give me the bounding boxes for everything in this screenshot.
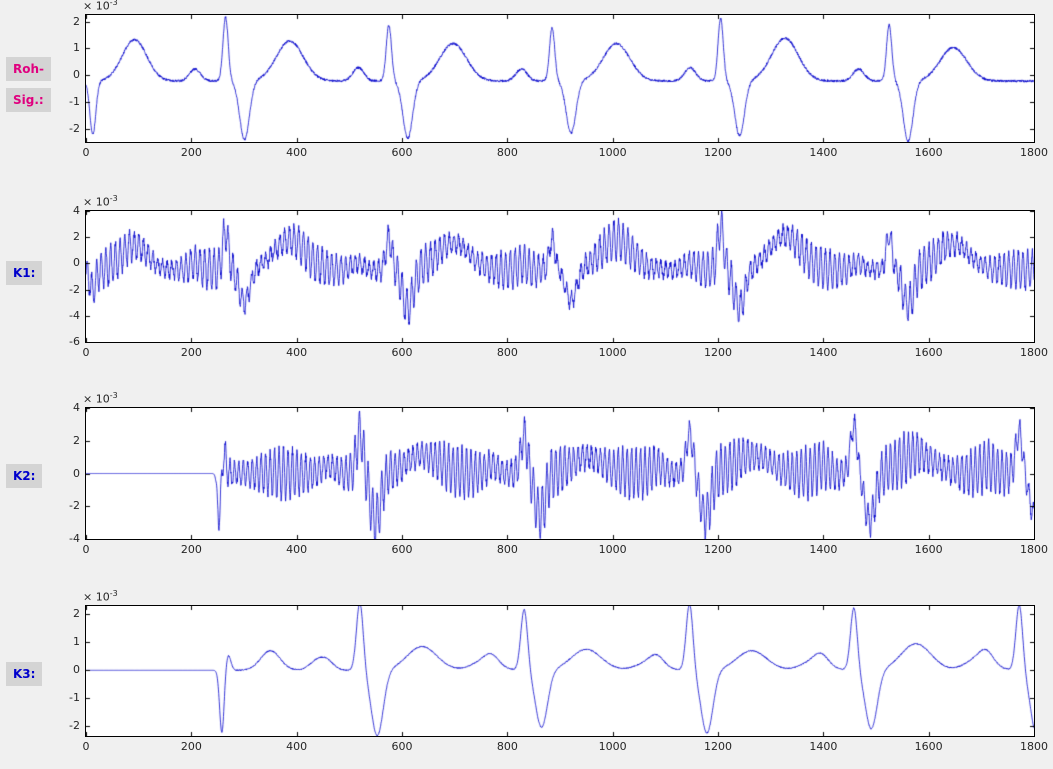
y-tick-label: -2 [69,719,80,733]
y-tick-label: 0 [73,663,80,677]
y-exponent-label: × 10-3 [83,194,118,209]
x-tick-label: 0 [82,146,90,159]
y-tick-label: -1 [69,691,80,705]
x-tick-label: 800 [496,740,518,753]
plot-canvas-k1 [86,211,1034,342]
axes-k3: × 10-3 0 200 400 600 800 1000 1200 1400 1600 1800… [69,589,1048,753]
x-tick-label: 1000 [598,146,627,159]
x-tick-label: 800 [496,346,518,359]
y-tick-label: -6 [69,335,80,348]
x-tick-label: 1800 [1020,543,1048,556]
y-tick-label: -4 [69,532,80,545]
x-tick-label: 600 [391,346,413,359]
label-k2: K2: [6,464,43,488]
x-tick-label: 1400 [809,740,838,753]
x-tick-label: 400 [286,543,308,556]
x-tick-label: 1000 [598,346,627,359]
label-k1: K1: [6,261,43,285]
y-tick-label: 2 [73,433,80,447]
x-tick-label: 600 [391,146,413,159]
y-exponent-power: -3 [109,0,118,7]
x-tick-label: 1000 [598,543,627,556]
y-exponent-mantissa: × 10 [83,392,110,406]
x-tick-label: 800 [496,543,518,556]
x-tick-label: 1600 [914,146,943,159]
y-tick-label: 1 [73,41,80,55]
x-tick-label: 0 [82,740,90,753]
x-tick-label: 1800 [1020,740,1048,753]
x-tick-label: 1200 [704,146,732,159]
x-tick-label: 400 [286,146,308,159]
y-tick-label: 1 [73,635,80,649]
x-tick-label: 1600 [914,346,943,359]
y-exponent-mantissa: × 10 [83,590,110,604]
plot-canvas-k3 [86,606,1034,736]
y-tick-label: 4 [73,204,80,217]
x-tick-label: 200 [180,346,202,359]
x-tick-label: 600 [391,740,413,753]
y-exponent-power: -3 [109,589,118,598]
y-exponent-power: -3 [109,391,118,400]
y-tick-label: 0 [73,256,80,270]
y-exponent-label: × 10-3 [83,0,118,13]
y-tick-label: 0 [73,68,80,82]
x-tick-label: 1400 [809,146,838,159]
x-tick-label: 200 [180,543,202,556]
y-tick-label: -2 [69,121,80,135]
label-sig: Sig.: [6,88,52,112]
x-tick-label: 400 [286,346,308,359]
x-tick-label: 1200 [704,740,732,753]
y-tick-label: 2 [73,607,80,621]
x-tick-label: 1000 [598,740,627,753]
x-tick-label: 1800 [1020,346,1048,359]
y-tick-label: 2 [73,14,80,28]
x-tick-label: 200 [180,740,202,753]
y-tick-label: -2 [69,499,80,513]
y-tick-label: -1 [69,94,80,108]
x-tick-label: 1600 [914,543,943,556]
x-tick-label: 1200 [704,543,732,556]
x-tick-label: 800 [496,146,518,159]
x-tick-label: 1400 [809,543,838,556]
y-exponent-mantissa: × 10 [83,195,110,209]
x-tick-label: 1200 [704,346,732,359]
y-tick-label: -4 [69,308,80,322]
label-roh: Roh- [6,57,52,81]
axes-k1: × 10-3 0 200 400 600 800 1000 1200 1400 1600 1800… [69,194,1048,359]
y-exponent-power: -3 [109,194,118,203]
label-roh-sig: Roh- Sig.: [6,57,52,112]
plot-canvas-roh-sig [86,15,1034,142]
label-k3: K3: [6,662,43,686]
x-tick-label: 1800 [1020,146,1048,159]
x-tick-label: 400 [286,740,308,753]
plot-canvas-k2 [86,408,1034,539]
axes-k2: × 10-3 0 200 400 600 800 1000 1200 1400 1600 1800… [69,391,1048,556]
y-tick-label: 2 [73,230,80,244]
x-tick-label: 600 [391,543,413,556]
x-tick-label: 0 [82,346,90,359]
y-tick-label: 0 [73,466,80,480]
x-tick-label: 0 [82,543,90,556]
x-tick-label: 1600 [914,740,943,753]
x-tick-label: 1400 [809,346,838,359]
y-tick-label: 4 [73,401,80,414]
y-exponent-label: × 10-3 [83,391,118,406]
y-exponent-mantissa: × 10 [83,0,110,13]
y-tick-label: -2 [69,282,80,296]
axes-roh-sig: × 10-3 0 200 400 600 800 1000 1200 1400 1600 1800… [69,0,1048,159]
x-tick-label: 200 [180,146,202,159]
y-exponent-label: × 10-3 [83,589,118,604]
